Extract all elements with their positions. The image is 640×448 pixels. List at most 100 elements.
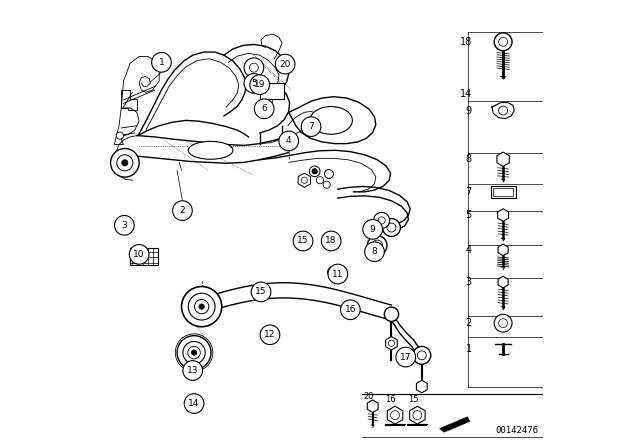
Circle shape	[260, 325, 280, 345]
Circle shape	[188, 346, 200, 359]
Circle shape	[417, 351, 426, 360]
Circle shape	[323, 181, 330, 188]
Circle shape	[374, 212, 390, 228]
Circle shape	[383, 219, 401, 237]
Text: 6: 6	[261, 104, 267, 113]
Text: 14: 14	[460, 90, 472, 99]
Text: 20: 20	[363, 392, 374, 401]
Circle shape	[250, 63, 259, 72]
Circle shape	[191, 350, 196, 355]
Circle shape	[116, 155, 133, 171]
Text: 1: 1	[466, 344, 472, 354]
Circle shape	[340, 300, 360, 319]
Text: 5: 5	[465, 210, 472, 220]
Text: 19: 19	[254, 80, 266, 89]
Circle shape	[244, 58, 264, 78]
Ellipse shape	[328, 266, 346, 279]
Bar	[493, 188, 513, 196]
Circle shape	[195, 299, 209, 314]
Text: 15: 15	[255, 287, 267, 297]
Circle shape	[363, 220, 383, 239]
Circle shape	[116, 132, 124, 139]
Circle shape	[184, 394, 204, 414]
Bar	[260, 83, 284, 99]
Circle shape	[173, 201, 192, 220]
Text: 16: 16	[344, 305, 356, 314]
Text: 17: 17	[400, 353, 412, 362]
Circle shape	[499, 319, 508, 327]
Ellipse shape	[310, 107, 353, 134]
Text: 18: 18	[460, 37, 472, 47]
Circle shape	[152, 52, 172, 72]
Polygon shape	[440, 417, 470, 432]
Circle shape	[499, 37, 508, 46]
Circle shape	[183, 361, 202, 380]
Circle shape	[250, 75, 269, 95]
Text: 00142476: 00142476	[495, 426, 538, 435]
Circle shape	[182, 287, 221, 327]
Circle shape	[183, 341, 205, 364]
Text: 2: 2	[465, 318, 472, 328]
Text: 2: 2	[180, 206, 185, 215]
Text: 16: 16	[385, 396, 396, 405]
Circle shape	[378, 217, 385, 224]
Circle shape	[293, 231, 313, 251]
Circle shape	[328, 264, 348, 284]
Circle shape	[111, 149, 139, 177]
Ellipse shape	[188, 142, 233, 159]
Circle shape	[365, 242, 384, 262]
Bar	[491, 186, 516, 198]
Text: 9: 9	[370, 225, 376, 234]
Circle shape	[321, 231, 341, 251]
Circle shape	[122, 159, 128, 166]
Circle shape	[494, 314, 512, 332]
Circle shape	[244, 73, 264, 93]
Text: 15: 15	[297, 237, 308, 246]
Text: 1: 1	[159, 58, 164, 67]
Text: 5: 5	[251, 79, 257, 88]
Text: 18: 18	[325, 237, 337, 246]
Circle shape	[367, 236, 387, 255]
Circle shape	[301, 117, 321, 137]
Circle shape	[199, 304, 204, 309]
Text: 11: 11	[332, 270, 344, 279]
Circle shape	[284, 139, 293, 148]
Circle shape	[188, 293, 215, 320]
Text: 4: 4	[286, 137, 292, 146]
Circle shape	[413, 346, 431, 364]
Text: 20: 20	[280, 60, 291, 69]
Circle shape	[129, 245, 149, 264]
Text: 3: 3	[466, 277, 472, 287]
Text: 9: 9	[466, 106, 472, 116]
Circle shape	[275, 54, 295, 74]
Circle shape	[301, 177, 307, 183]
Circle shape	[388, 340, 395, 346]
Circle shape	[316, 177, 324, 184]
Text: 13: 13	[187, 366, 198, 375]
FancyBboxPatch shape	[130, 248, 158, 265]
Text: 10: 10	[133, 250, 145, 259]
Text: 14: 14	[188, 399, 200, 408]
Text: 8: 8	[466, 154, 472, 164]
Circle shape	[252, 282, 271, 302]
Circle shape	[396, 347, 415, 367]
Circle shape	[279, 131, 299, 151]
Circle shape	[177, 336, 211, 370]
Circle shape	[494, 33, 512, 51]
Text: 4: 4	[466, 245, 472, 255]
Circle shape	[384, 307, 399, 321]
Text: 12: 12	[264, 330, 276, 339]
Text: 8: 8	[372, 247, 378, 256]
Circle shape	[309, 166, 320, 177]
Circle shape	[372, 240, 383, 251]
Text: 7: 7	[308, 122, 314, 131]
Circle shape	[413, 411, 422, 420]
Circle shape	[324, 169, 333, 178]
Circle shape	[115, 215, 134, 235]
Text: 15: 15	[408, 396, 418, 405]
Text: 7: 7	[465, 187, 472, 197]
Circle shape	[312, 168, 317, 174]
Circle shape	[499, 106, 508, 115]
Circle shape	[254, 99, 274, 119]
Text: 3: 3	[122, 221, 127, 230]
